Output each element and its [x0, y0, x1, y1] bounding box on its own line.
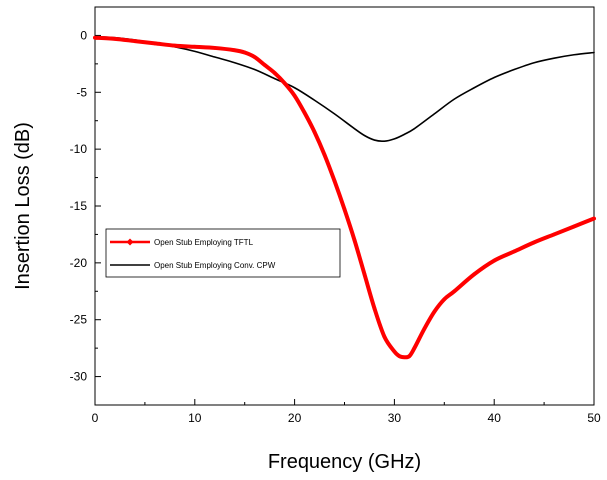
data-point-cpw — [333, 113, 336, 115]
legend-label-cpw: Open Stub Employing Conv. CPW — [154, 261, 276, 270]
data-point-cpw — [593, 51, 595, 54]
data-point-cpw — [413, 128, 415, 130]
data-point-tftl — [392, 349, 397, 354]
x-tick-label: 0 — [92, 411, 99, 425]
data-point-tftl — [412, 346, 417, 350]
y-tick-label: -10 — [70, 142, 88, 156]
data-point-cpw — [383, 140, 386, 142]
x-axis-title: Frequency (GHz) — [268, 451, 421, 473]
data-point-tftl — [282, 81, 287, 85]
data-point-cpw — [254, 68, 256, 71]
data-point-tftl — [332, 179, 337, 183]
data-point-cpw — [473, 87, 475, 89]
x-tick-label: 10 — [188, 411, 202, 425]
data-point-cpw — [393, 138, 395, 140]
data-point-tftl — [572, 224, 576, 229]
x-tick-label: 50 — [587, 411, 601, 425]
data-point-cpw — [363, 134, 366, 137]
data-point-cpw — [274, 78, 276, 80]
data-point-tftl — [492, 258, 497, 263]
data-point-cpw — [513, 68, 515, 71]
data-point-tftl — [322, 153, 327, 157]
y-tick-label: -25 — [70, 313, 88, 327]
data-point-tftl — [292, 93, 297, 98]
y-tick-label: -15 — [70, 199, 88, 213]
data-point-tftl — [262, 63, 267, 67]
data-point-tftl — [592, 216, 596, 221]
x-axis-ticks: 0 10 20 30 40 50 — [92, 399, 601, 425]
data-point-tftl — [432, 309, 437, 314]
data-point-tftl — [173, 43, 177, 48]
y-tick-label: -20 — [70, 256, 88, 270]
legend: Open Stub Employing TFTL Open Stub Emplo… — [105, 228, 341, 278]
data-point-tftl — [382, 334, 387, 339]
data-point-cpw — [373, 139, 376, 141]
x-tick-label: 20 — [288, 411, 302, 425]
data-point-tftl — [272, 71, 277, 75]
y-axis-ticks: 0 -5 -10 -15 -20 -25 -30 — [70, 6, 101, 406]
data-point-tftl — [442, 297, 447, 302]
data-point-cpw — [313, 99, 316, 101]
y-axis-title: Insertion Loss (dB) — [12, 122, 34, 290]
data-point-tftl — [552, 232, 556, 237]
data-point-tftl — [472, 272, 477, 277]
data-point-cpw — [533, 62, 535, 64]
data-point-tftl — [512, 249, 516, 254]
data-point-cpw — [553, 57, 555, 59]
y-tick-label: -30 — [70, 370, 88, 384]
series-line-tftl — [93, 35, 596, 360]
data-point-cpw — [433, 113, 435, 115]
data-point-tftl — [342, 207, 347, 212]
y-tick-label: 0 — [80, 28, 87, 42]
data-point-cpw — [214, 56, 216, 58]
x-tick-label: 40 — [488, 411, 502, 425]
data-point-tftl — [422, 327, 427, 331]
data-point-tftl — [312, 130, 317, 134]
data-point-cpw — [453, 98, 455, 100]
data-point-cpw — [353, 128, 356, 130]
data-point-tftl — [452, 289, 457, 294]
data-point-tftl — [193, 45, 197, 49]
data-point-tftl — [242, 50, 247, 55]
data-point-tftl — [352, 238, 357, 242]
data-point-cpw — [403, 133, 405, 135]
data-point-tftl — [397, 354, 402, 358]
legend-marker-tftl — [126, 238, 134, 246]
x-tick-label: 30 — [388, 411, 402, 425]
data-point-tftl — [252, 55, 257, 59]
series-line-cpw — [94, 35, 595, 143]
data-point-tftl — [402, 355, 407, 360]
data-point-tftl — [93, 35, 97, 40]
data-point-tftl — [113, 37, 117, 41]
legend-label-tftl: Open Stub Employing TFTL — [154, 238, 254, 247]
data-point-tftl — [372, 306, 377, 311]
data-point-tftl — [532, 240, 536, 245]
data-point-tftl — [362, 272, 367, 277]
data-point-cpw — [573, 54, 575, 56]
data-point-cpw — [234, 62, 236, 64]
y-tick-label: -5 — [76, 85, 87, 99]
data-point-cpw — [493, 76, 495, 79]
data-point-cpw — [294, 87, 296, 89]
legend-box — [105, 228, 341, 278]
data-point-tftl — [212, 46, 217, 50]
data-point-cpw — [194, 50, 196, 52]
data-point-tftl — [153, 41, 157, 46]
data-point-tftl — [232, 48, 237, 53]
data-point-tftl — [407, 354, 412, 358]
data-point-tftl — [133, 39, 137, 43]
series-layer — [93, 35, 596, 360]
data-point-tftl — [302, 110, 307, 115]
